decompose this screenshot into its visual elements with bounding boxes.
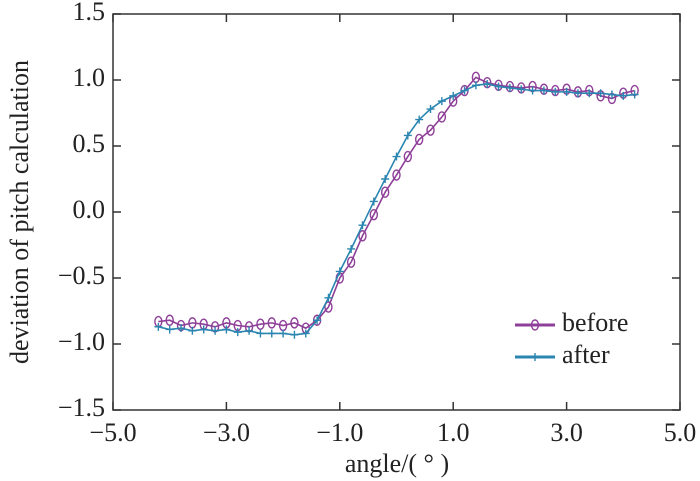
point <box>233 328 242 337</box>
point <box>414 133 424 146</box>
series-line <box>158 83 635 336</box>
point <box>211 326 220 335</box>
point <box>154 322 163 331</box>
x-tick-label: −3.0 <box>203 418 250 447</box>
point <box>165 314 174 326</box>
legend-marker <box>531 353 539 361</box>
point <box>392 152 401 161</box>
point <box>256 318 265 330</box>
point <box>380 186 390 198</box>
point <box>539 86 548 95</box>
x-axis-label: angle/( ° ) <box>345 449 449 478</box>
point <box>290 317 299 329</box>
point <box>596 89 605 98</box>
point <box>437 111 447 123</box>
point <box>358 230 367 242</box>
point <box>381 175 390 183</box>
y-axis-label: deviation of pitch calculation <box>5 60 34 364</box>
point <box>177 324 186 333</box>
point <box>358 221 367 230</box>
point <box>267 329 276 338</box>
point <box>188 326 197 335</box>
point <box>313 316 322 325</box>
point <box>165 325 174 334</box>
legend-label: before <box>562 308 628 337</box>
point <box>245 326 254 335</box>
x-tick-label: −5.0 <box>89 418 136 447</box>
point <box>369 208 379 221</box>
point <box>347 244 356 253</box>
point <box>585 89 594 98</box>
y-tick-label: −0.5 <box>58 261 105 290</box>
point <box>369 197 378 206</box>
point <box>279 329 288 338</box>
point <box>551 87 560 96</box>
point <box>346 256 356 268</box>
point <box>256 329 265 338</box>
point <box>290 330 299 339</box>
y-tick-label: 1.0 <box>73 63 106 92</box>
point <box>426 124 435 136</box>
point <box>471 81 480 90</box>
point <box>324 293 333 302</box>
point <box>426 105 435 114</box>
legend-label: after <box>562 340 610 369</box>
point <box>517 85 526 94</box>
x-tick-label: −1.0 <box>316 418 363 447</box>
point <box>460 86 469 95</box>
point <box>630 90 639 99</box>
y-tick-label: −1.0 <box>58 327 105 356</box>
y-tick-label: 0.5 <box>73 129 106 158</box>
point <box>437 97 446 106</box>
point <box>483 79 492 88</box>
point <box>199 325 208 334</box>
point <box>403 150 413 163</box>
point <box>505 83 514 92</box>
point <box>573 89 582 98</box>
point <box>392 169 401 181</box>
point <box>607 90 616 99</box>
point <box>619 91 628 100</box>
legend-marker <box>530 319 540 331</box>
point <box>528 86 537 95</box>
point <box>449 91 458 100</box>
point <box>403 131 412 140</box>
point <box>562 87 571 96</box>
y-tick-label: 0.0 <box>73 195 106 224</box>
point <box>324 301 333 313</box>
x-tick-label: 1.0 <box>437 418 470 447</box>
y-tick-label: −1.5 <box>58 393 105 422</box>
series-line <box>158 76 635 330</box>
x-tick-label: 5.0 <box>664 418 697 447</box>
point <box>494 82 503 91</box>
point <box>222 325 231 334</box>
point <box>301 329 310 338</box>
x-tick-label: 3.0 <box>550 418 583 447</box>
point <box>335 267 344 276</box>
point <box>415 115 424 124</box>
y-tick-label: 1.5 <box>73 0 106 26</box>
point <box>267 317 276 329</box>
